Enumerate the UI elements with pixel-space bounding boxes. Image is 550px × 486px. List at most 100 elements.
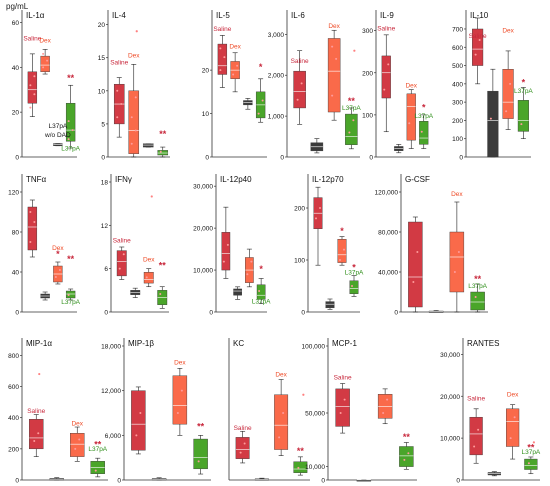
data-point (297, 466, 300, 469)
y-tick-label: 0 (459, 155, 463, 162)
data-point (408, 122, 411, 125)
box-iqr (472, 28, 484, 66)
panel-rantes: RANTES 0 10,000 20,000 30,000 Saline Dex **L37p… (440, 338, 541, 485)
significance-marker: * (259, 62, 263, 72)
box-dex (70, 426, 85, 462)
box-dex (40, 49, 50, 75)
data-point (246, 273, 249, 276)
panel-title: IL-5 (216, 11, 230, 20)
panel-g-csf: G-CSF 0 40,000 80,000 120,000 Dex **L37pA (375, 174, 488, 317)
data-point (348, 131, 351, 134)
group-label: Dex (71, 420, 83, 427)
data-point (226, 243, 229, 246)
group-label: L37pA (88, 446, 107, 453)
box-dex (172, 368, 188, 436)
data-point (29, 106, 32, 109)
y-tick-label: 50,000 (305, 411, 325, 418)
box-iqr (524, 458, 538, 470)
y-tick-label: 60 (12, 20, 20, 27)
box-l37pa (157, 146, 169, 158)
group-label: Saline (291, 58, 309, 65)
box-l37pa (157, 286, 168, 309)
significance-marker: * (522, 78, 526, 88)
data-point (513, 416, 516, 419)
data-point (71, 129, 74, 132)
box-iqr (27, 71, 38, 104)
data-point (130, 116, 133, 119)
data-point (134, 129, 137, 132)
group-label: Saline (467, 395, 485, 402)
box-saline (113, 77, 125, 138)
panel-title: TNFα (26, 175, 47, 184)
data-point (67, 294, 70, 296)
data-point (33, 93, 36, 96)
data-point (33, 440, 36, 443)
significance-marker: * (352, 262, 356, 272)
box-l37pa (255, 78, 266, 123)
box-iqr (274, 394, 289, 450)
box-dex (274, 379, 289, 456)
box-saline (469, 408, 483, 464)
group-label: L37pA (61, 145, 80, 152)
y-tick-label: 100,000 (302, 344, 326, 351)
significance-marker: * (56, 249, 60, 259)
panel-mip-1-: MIP-1α 0 200 400 600 800 Saline Dex **L37pA (8, 338, 108, 485)
box-saline (29, 372, 44, 457)
box-black (49, 477, 64, 481)
data-point (412, 281, 415, 283)
box-saline (27, 199, 38, 258)
box-l37pa (399, 442, 414, 470)
group-label: L37pA (521, 449, 540, 456)
panel-title: MIP-1α (26, 339, 52, 348)
box-dex (245, 248, 254, 288)
data-point (42, 52, 45, 55)
box-black (325, 298, 335, 310)
box-iqr (406, 93, 416, 141)
y-tick-label: 120,000 (375, 190, 399, 197)
outlier-point (302, 393, 305, 396)
significance-marker: ** (197, 421, 205, 431)
data-point (222, 260, 225, 263)
data-point (343, 398, 346, 401)
data-point (74, 447, 77, 450)
box-black (130, 287, 141, 298)
box-iqr (70, 433, 85, 457)
data-point (130, 142, 133, 145)
box-l37pa (345, 49, 358, 150)
box-iqr (327, 38, 341, 113)
box-iqr (470, 291, 485, 311)
box-l37pa (193, 435, 208, 475)
data-point (296, 98, 299, 101)
box-iqr (399, 446, 414, 467)
group-label: Dex (507, 391, 519, 398)
group-label: w/o DAD (44, 132, 71, 139)
data-point (250, 260, 253, 263)
data-point (159, 150, 162, 153)
data-point (29, 84, 32, 87)
data-point (78, 438, 81, 441)
panel-title: IL-12p70 (312, 175, 344, 184)
panel-ifn-: IFNγ 0 6 12 18 Saline Dex ** (101, 174, 169, 317)
significance-marker: ** (159, 261, 167, 271)
data-point (33, 75, 36, 78)
data-point (383, 88, 386, 91)
box-saline (27, 53, 38, 117)
data-point (58, 269, 61, 271)
data-point (219, 47, 222, 50)
group-label: L37pA (61, 299, 80, 306)
box-dex (143, 195, 154, 288)
box-iqr (143, 272, 154, 284)
y-tick-label: 10,000 (305, 464, 325, 471)
y-tick-label: 5 (101, 121, 105, 128)
group-label: L37pA (468, 283, 487, 290)
y-tick-label: 6,000 (105, 433, 122, 440)
panel-title: IL-12p40 (220, 175, 252, 184)
group-label: L37pA (514, 88, 533, 95)
significance-marker: ** (159, 129, 167, 139)
y-tick-label: 20 (98, 22, 106, 29)
y-tick-label: 18 (101, 180, 109, 187)
box-saline (221, 206, 231, 279)
